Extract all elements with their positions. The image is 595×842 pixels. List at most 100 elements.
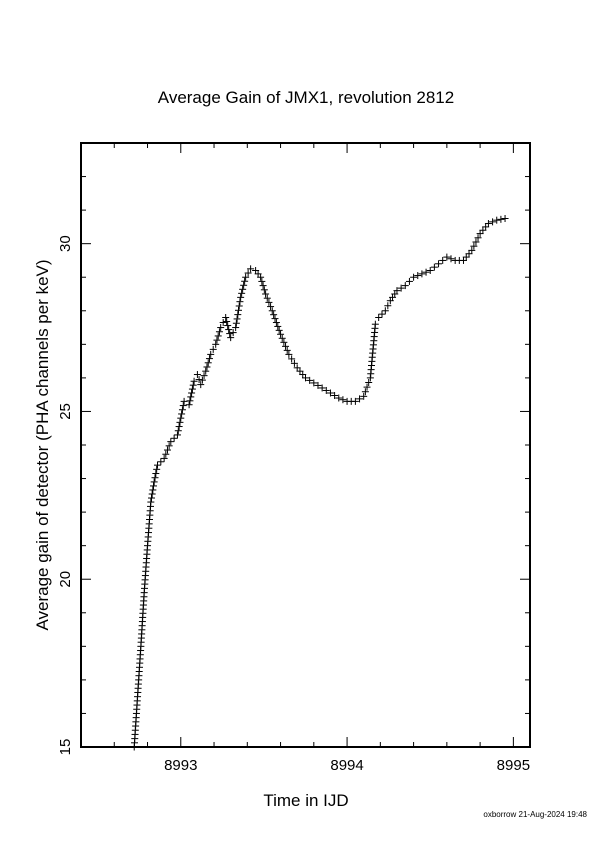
data-point bbox=[381, 307, 389, 315]
data-point bbox=[149, 486, 157, 494]
data-point bbox=[401, 282, 409, 290]
data-point bbox=[223, 318, 231, 326]
data-point bbox=[219, 319, 227, 327]
data-point bbox=[197, 381, 205, 389]
data-point bbox=[179, 402, 187, 410]
data-point bbox=[153, 461, 161, 469]
data-point bbox=[375, 313, 383, 321]
data-point bbox=[439, 256, 447, 264]
data-point bbox=[237, 293, 245, 301]
data-point bbox=[176, 418, 184, 426]
data-point bbox=[443, 253, 451, 261]
data-point bbox=[268, 307, 276, 315]
data-point bbox=[331, 392, 339, 400]
data-point bbox=[186, 397, 194, 405]
data-point bbox=[239, 285, 247, 293]
data-point bbox=[193, 371, 201, 379]
data-point bbox=[150, 478, 158, 486]
data-point bbox=[501, 215, 509, 222]
data-point bbox=[238, 289, 246, 297]
data-point bbox=[426, 267, 434, 275]
data-point bbox=[447, 255, 455, 263]
data-point bbox=[189, 381, 197, 389]
data-point bbox=[258, 277, 266, 285]
data-point bbox=[497, 215, 505, 223]
data-point bbox=[356, 395, 364, 403]
chart-title: Average Gain of JMX1, revolution 2812 bbox=[158, 88, 454, 107]
data-point bbox=[278, 334, 286, 342]
y-tick-label: 25 bbox=[57, 403, 74, 420]
data-point bbox=[162, 450, 170, 458]
data-point bbox=[360, 392, 368, 400]
plot-frame bbox=[80, 142, 531, 748]
data-point bbox=[414, 272, 422, 280]
x-tick-label: 8993 bbox=[164, 757, 197, 774]
data-point bbox=[397, 284, 405, 292]
data-point bbox=[371, 320, 379, 328]
data-point bbox=[302, 374, 309, 382]
data-point bbox=[204, 359, 212, 367]
data-points bbox=[130, 215, 509, 751]
data-point bbox=[167, 438, 175, 446]
data-point bbox=[235, 306, 243, 314]
data-point bbox=[227, 334, 235, 342]
data-point bbox=[435, 260, 443, 268]
data-point bbox=[203, 363, 211, 371]
data-point bbox=[226, 330, 234, 338]
data-point bbox=[165, 442, 173, 450]
data-point bbox=[472, 238, 480, 246]
data-point bbox=[173, 431, 181, 439]
data-point bbox=[178, 406, 186, 414]
data-point bbox=[489, 218, 497, 226]
data-point bbox=[335, 394, 343, 402]
data-point bbox=[207, 350, 215, 358]
data-point bbox=[270, 311, 278, 319]
data-point bbox=[177, 414, 185, 422]
data-point bbox=[259, 282, 267, 290]
data-point bbox=[260, 286, 268, 294]
footer-credit: oxborrow 21-Aug-2024 19:48 bbox=[483, 810, 587, 819]
data-point bbox=[188, 385, 196, 393]
data-point bbox=[225, 326, 233, 334]
data-point bbox=[180, 397, 188, 405]
data-point bbox=[263, 294, 271, 302]
data-point bbox=[314, 381, 322, 389]
data-point bbox=[148, 494, 156, 502]
data-point bbox=[209, 345, 217, 353]
data-point bbox=[157, 458, 165, 466]
data-point bbox=[247, 265, 255, 273]
data-point bbox=[188, 389, 196, 397]
data-point bbox=[274, 322, 282, 330]
data-point bbox=[229, 329, 237, 337]
data-point bbox=[212, 340, 220, 348]
data-point bbox=[257, 273, 265, 281]
data-point bbox=[282, 342, 290, 350]
data-point bbox=[339, 396, 347, 404]
data-point bbox=[150, 482, 158, 490]
x-axis-label: Time in IJD bbox=[263, 791, 348, 810]
data-point bbox=[470, 242, 478, 250]
data-point bbox=[280, 338, 288, 346]
data-point bbox=[493, 216, 501, 224]
data-point bbox=[174, 427, 182, 435]
x-tick-label: 8994 bbox=[330, 757, 363, 774]
data-point bbox=[405, 277, 413, 285]
data-point bbox=[326, 389, 334, 397]
data-point bbox=[351, 397, 359, 405]
data-point bbox=[190, 377, 198, 385]
data-point bbox=[283, 346, 291, 354]
data-point bbox=[163, 446, 171, 454]
y-tick-label: 20 bbox=[57, 571, 74, 588]
data-point bbox=[178, 410, 186, 418]
data-point bbox=[430, 263, 438, 271]
data-point bbox=[240, 281, 248, 289]
data-point bbox=[361, 388, 369, 396]
data-point bbox=[152, 470, 160, 478]
data-point bbox=[185, 401, 193, 409]
y-tick-label: 30 bbox=[57, 235, 74, 252]
data-point bbox=[410, 273, 418, 281]
data-point bbox=[290, 359, 298, 367]
data-point bbox=[318, 384, 326, 392]
data-point bbox=[285, 350, 293, 358]
